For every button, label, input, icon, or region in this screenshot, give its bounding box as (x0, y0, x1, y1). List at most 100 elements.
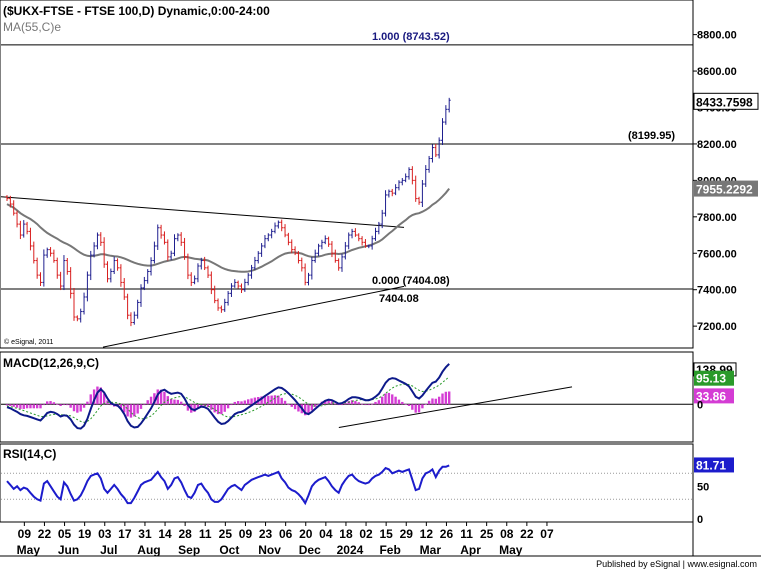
macd-axis-label: 0 (697, 399, 703, 411)
macd-histogram-bar (263, 396, 267, 405)
macd-histogram-bar (146, 400, 149, 405)
date-axis-month-label: Sep (178, 543, 200, 557)
macd-histogram-bar (46, 401, 49, 405)
date-axis-day-label: 31 (138, 527, 152, 541)
date-axis-day-label: 17 (118, 527, 132, 541)
last-price-tag-box (693, 92, 759, 110)
macd-histogram-bar (183, 404, 186, 406)
macd-histogram-bar (387, 392, 391, 405)
macd-histogram-bar (314, 404, 317, 407)
date-axis-month-label: Oct (219, 543, 239, 557)
ma-layer (6, 187, 450, 273)
price-bar (213, 285, 217, 304)
price-bar (243, 278, 247, 292)
macd-label: MACD(12,26,9,C) (3, 356, 99, 370)
price-bar (146, 269, 150, 284)
macd-histogram-bar (303, 404, 307, 416)
date-axis-day-label: 22 (38, 527, 52, 541)
ma-value-tag: 7955.2292 (696, 183, 753, 197)
price-bar (280, 219, 284, 232)
macd-histogram-bar (5, 404, 9, 406)
macd-histogram-bar (173, 399, 176, 405)
macd-histogram-bar (176, 399, 180, 405)
price-bar (149, 257, 153, 276)
date-axis-day-label: 15 (379, 527, 393, 541)
rsi-layer (1, 464, 693, 506)
price-bar (260, 243, 264, 257)
macd-histogram-bar (52, 402, 56, 405)
price-bar (75, 315, 79, 322)
macd-histogram-bar (42, 404, 46, 406)
macd-histogram-bar (143, 404, 146, 406)
macd-histogram-bar (129, 404, 133, 418)
macd-histogram-bar (89, 394, 92, 405)
price-axis-label: 7800.00 (697, 212, 737, 224)
date-axis-day-label: 07 (540, 527, 554, 541)
date-axis-day-label: 09 (18, 527, 32, 541)
price-bar (126, 293, 130, 320)
rsi-value-box (694, 457, 734, 473)
price-bar (179, 232, 183, 246)
price-bar (206, 265, 210, 279)
macd-histogram-bar (350, 400, 354, 405)
macd-histogram-bar (448, 391, 451, 405)
macd-histogram-bar (169, 399, 173, 405)
price-bar (387, 189, 391, 198)
price-bar (323, 235, 327, 245)
price-bar (18, 220, 22, 240)
macd-signal-line (6, 376, 450, 423)
macd-histogram-bar (397, 399, 401, 405)
price-bar (32, 241, 36, 264)
macd-histogram-bar (414, 404, 417, 413)
price-bar (410, 166, 414, 185)
macd-histogram-bar (76, 404, 79, 413)
price-axis-label: 7200.00 (697, 321, 737, 333)
price-bar (183, 237, 187, 260)
price-bar (414, 175, 418, 202)
macd-histogram-bar (407, 404, 411, 406)
price-bar (384, 190, 388, 217)
macd-histogram-bar (360, 403, 364, 405)
macd-histogram-bar (250, 398, 253, 405)
macd-histogram-bar (139, 404, 143, 409)
date-axis-day-label: 09 (239, 527, 253, 541)
price-bar (119, 264, 123, 287)
signal-value-box (694, 370, 734, 386)
price-bar (424, 165, 428, 187)
price-bar (79, 308, 83, 323)
macd-histogram-bar (253, 397, 257, 405)
price-bar (62, 255, 66, 291)
price-bar (420, 180, 424, 207)
macd-histogram-bar (220, 404, 223, 415)
price-bar (246, 272, 250, 286)
price-bar (193, 275, 197, 285)
price-levels: 1.000 (8743.52) (8199.95) 0.000 (7404.08) 7… (1, 31, 759, 305)
macd-histogram-bar (391, 394, 394, 405)
price-bar (112, 256, 116, 275)
macd-histogram-bar (15, 404, 19, 408)
macd-histogram-bar (431, 398, 434, 405)
date-axis-day-label: 12 (420, 527, 434, 541)
price-bar (129, 312, 133, 327)
price-bar (444, 105, 448, 125)
price-bar (106, 261, 109, 283)
price-bars (5, 97, 451, 327)
macd-histogram-bar (273, 395, 277, 405)
macd-histogram-bar (213, 404, 216, 413)
price-bar (407, 167, 411, 180)
price-bar (166, 239, 170, 261)
fib-1000-label: 1.000 (8743.52) (372, 31, 450, 43)
date-axis-month-label: Feb (379, 543, 400, 557)
price-bar (377, 221, 381, 235)
macd-histogram-bar (223, 404, 226, 412)
price-axis-label: 7400.00 (697, 285, 737, 297)
macd-histogram-bar (247, 399, 250, 405)
macd-histogram-bar (35, 404, 39, 409)
price-bar (394, 184, 398, 196)
resistance-label: (8199.95) (628, 130, 675, 142)
date-axis-day-label: 20 (299, 527, 313, 541)
macd-histogram-bar (136, 404, 139, 414)
date-axis-day-label: 29 (400, 527, 414, 541)
price-bar (370, 235, 374, 250)
macd-histogram-bar (193, 404, 196, 412)
